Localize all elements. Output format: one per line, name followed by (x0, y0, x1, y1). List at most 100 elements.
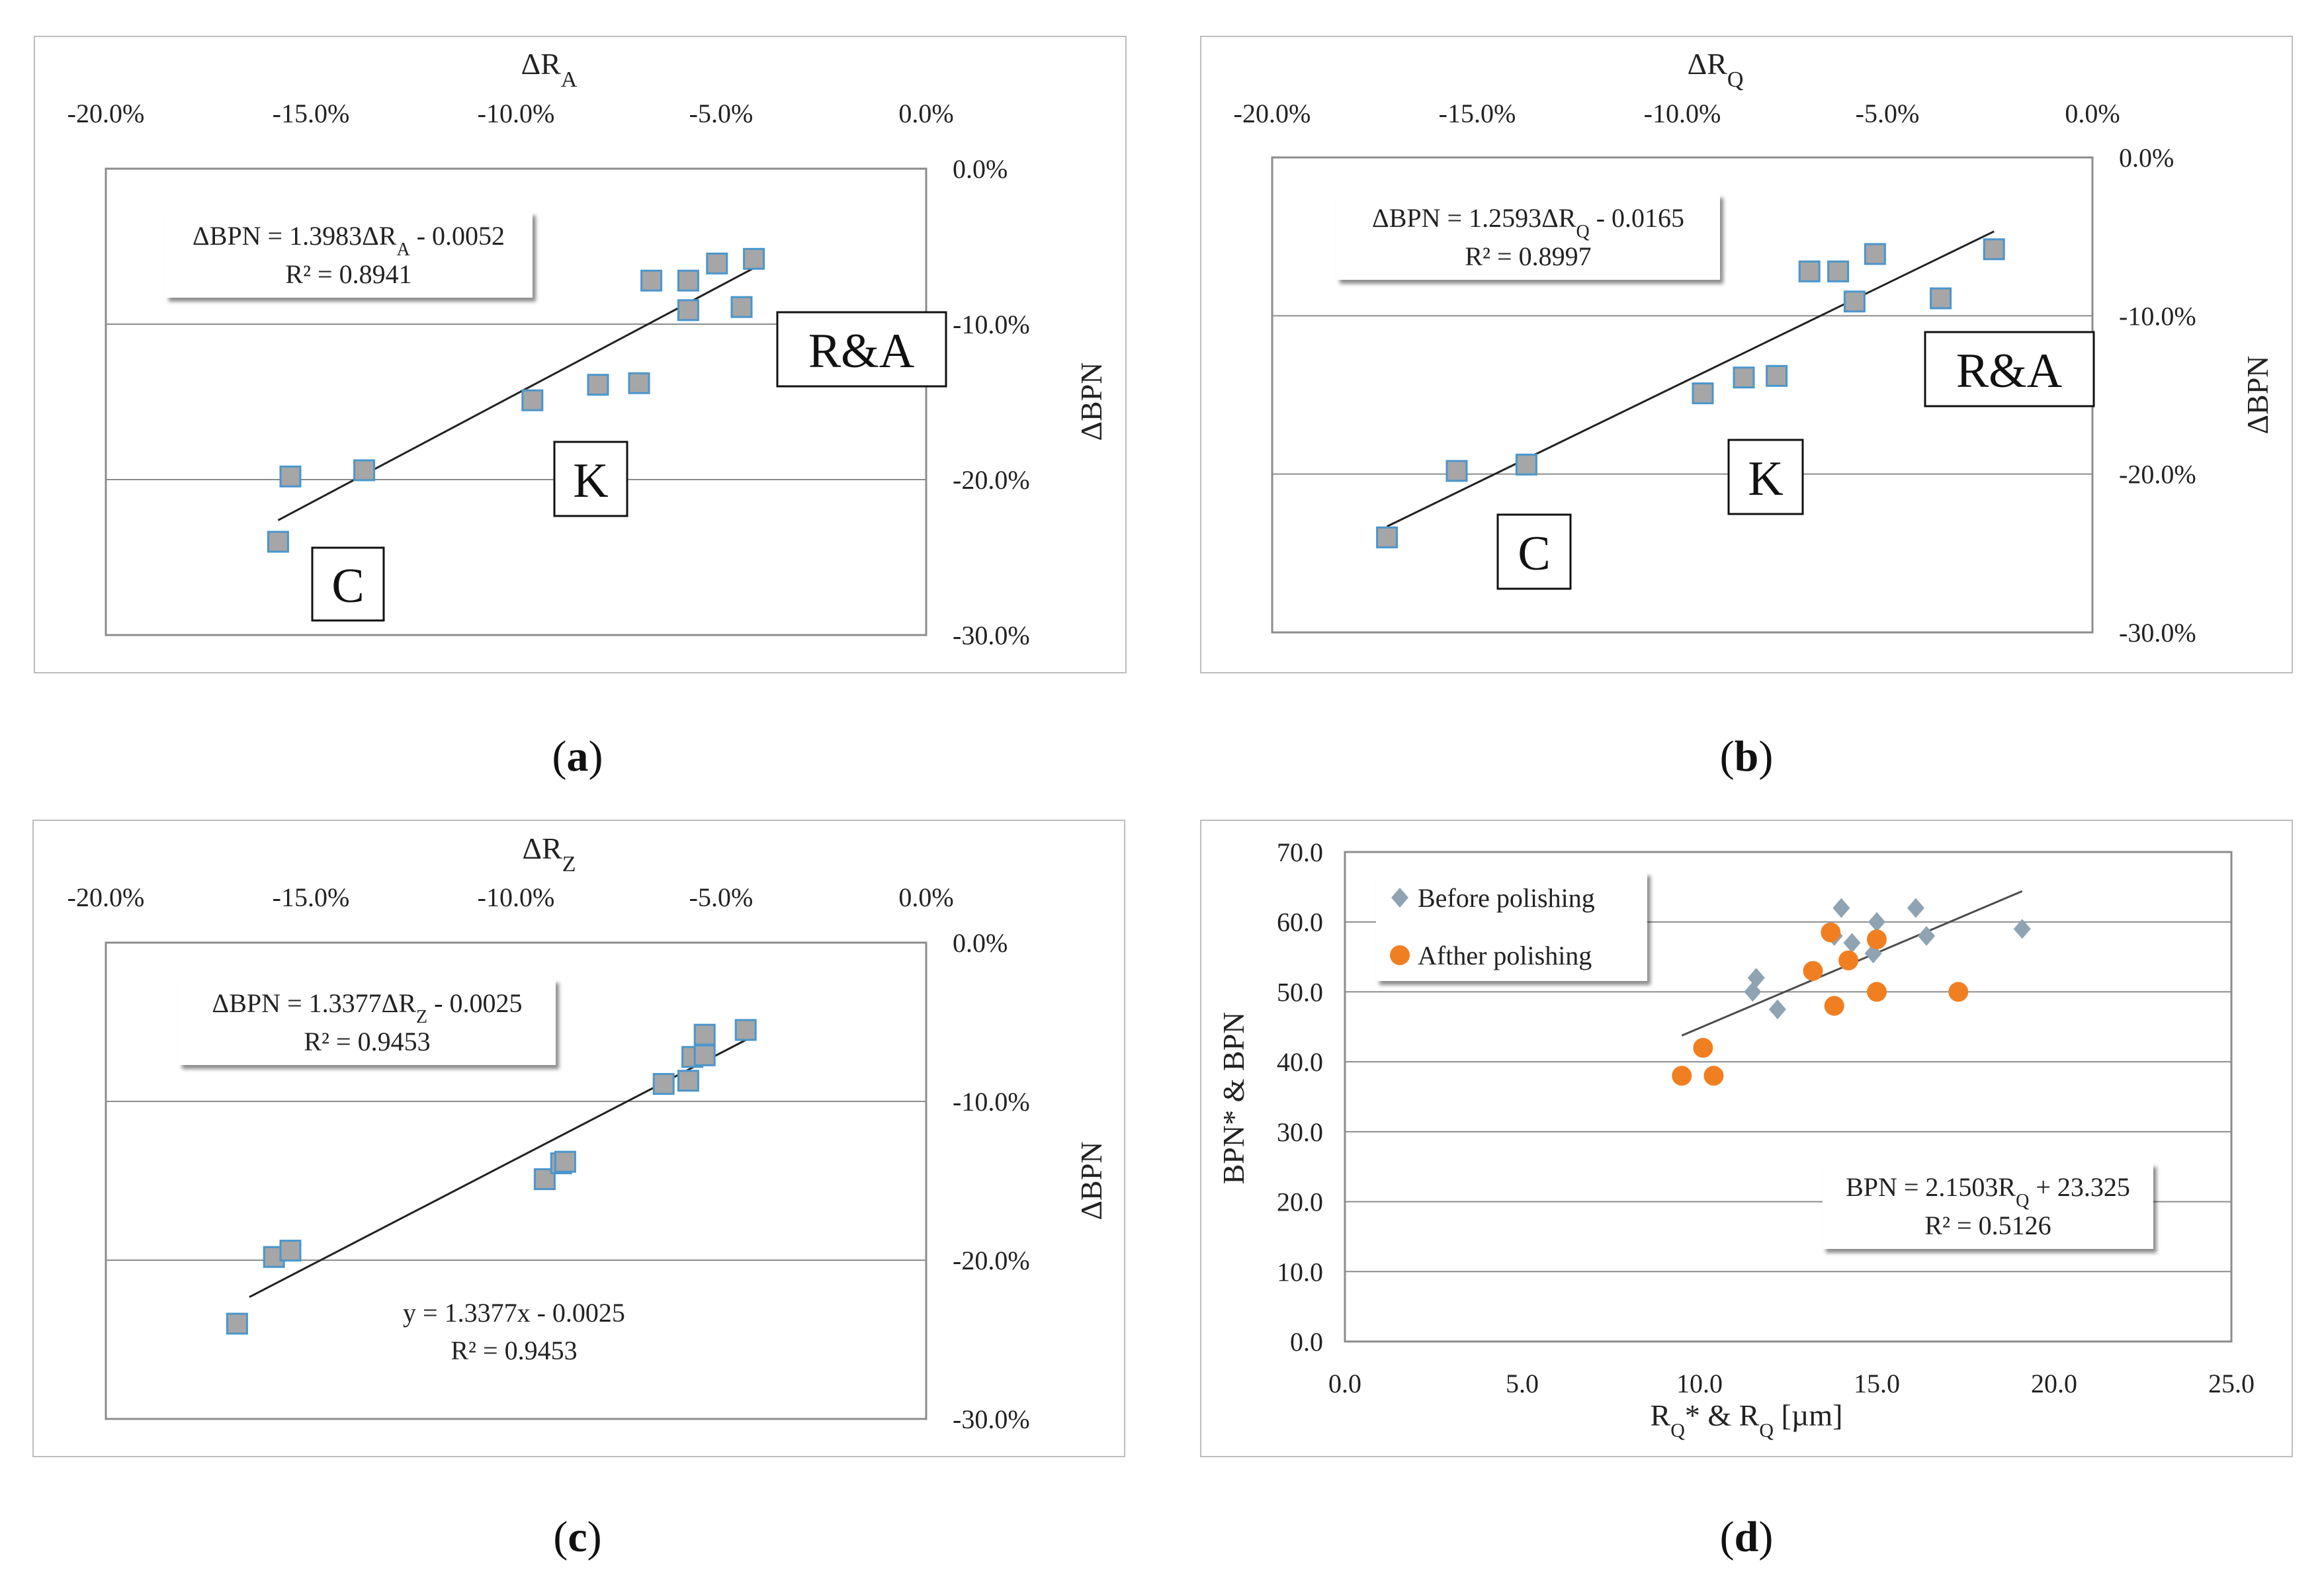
x-tick-label: -5.0% (1856, 99, 1920, 128)
data-point-after (1672, 1066, 1692, 1086)
data-point (1445, 460, 1468, 482)
region-box-k (553, 441, 628, 517)
y-tick-label: -10.0% (953, 1087, 1030, 1117)
data-point (1864, 243, 1886, 265)
equation-box (1823, 1163, 2153, 1249)
data-points (1672, 898, 2031, 1086)
panel-b: ΔRQ -20.0% -15.0% -10.0% -5.0% 0.0% 0.0%… (1200, 36, 2293, 673)
x-tick-label: -15.0% (1439, 99, 1516, 128)
data-point (652, 1073, 675, 1095)
equation-text: ΔBPN = 1.3983ΔRA - 0.0052 (193, 221, 505, 260)
y-axis-title: ΔBPN (2241, 355, 2274, 434)
x-tick-label: -15.0% (273, 99, 350, 128)
y-tick-label: 50.0 (1277, 977, 1323, 1007)
data-point (267, 531, 289, 553)
x-tick-label: 25.0 (2208, 1369, 2255, 1398)
x-axis-title: ΔRA (521, 47, 578, 92)
region-label-k: K (1748, 452, 1783, 506)
x-tick-label: 5.0 (1506, 1369, 1539, 1398)
equation-box (165, 212, 533, 298)
panel-label-c: (c) (553, 1513, 601, 1561)
r-squared-text: R² = 0.5126 (1924, 1211, 2051, 1240)
data-point (640, 269, 663, 292)
data-point (677, 1070, 699, 1092)
data-point (226, 1312, 248, 1335)
data-point (1515, 453, 1537, 476)
legend: Before polishing Afther polishing (1376, 872, 1647, 981)
data-point (734, 1019, 757, 1041)
data-point (279, 1240, 302, 1262)
x-tick-label: 15.0 (1854, 1369, 1900, 1398)
data-point (1798, 260, 1821, 282)
data-point-after (1703, 1066, 1724, 1086)
panel-c: ΔRZ -20.0% -15.0% -10.0% -5.0% 0.0% 0.0%… (32, 820, 1125, 1457)
y-tick-label: -30.0% (2119, 618, 2196, 648)
data-point-after (1867, 982, 1887, 1002)
panel-label-b: (b) (1720, 732, 1774, 781)
y-tick-label: 60.0 (1277, 908, 1323, 937)
data-point-after (1693, 1038, 1713, 1058)
data-point (677, 299, 699, 321)
y-axis-title: ΔBPN (1074, 1141, 1108, 1220)
y-tick-label: 30.0 (1277, 1117, 1323, 1147)
x-tick-label: 0.0% (898, 99, 953, 128)
region-label-c: C (331, 559, 364, 613)
data-point (730, 296, 753, 318)
x-tick-label: 0.0% (2065, 99, 2120, 128)
data-point-after (1838, 950, 1859, 970)
chart-frame (34, 36, 1127, 673)
x-tick-labels: -20.0% -15.0% -10.0% -5.0% 0.0% (67, 99, 954, 128)
r-squared-text: R² = 0.8997 (1465, 241, 1591, 271)
x-axis-title: ΔRZ (522, 832, 576, 876)
data-point (279, 465, 302, 488)
region-label-ra: R&A (1956, 344, 2062, 398)
legend-marker-before (1391, 888, 1408, 908)
data-point (743, 247, 765, 270)
data-point (1376, 526, 1399, 548)
data-point-after (1824, 996, 1844, 1016)
x-tick-label: -15.0% (273, 882, 350, 912)
y-tick-labels: 0.0% -10.0% -20.0% -30.0% (953, 928, 1030, 1434)
chart-frame (32, 820, 1125, 1457)
x-tick-labels: -20.0% -15.0% -10.0% -5.0% 0.0% (67, 882, 954, 912)
r-squared-text-2: R² = 0.9453 (451, 1336, 577, 1365)
data-point (1692, 382, 1714, 405)
data-point (693, 1023, 716, 1046)
region-box-c (1496, 513, 1572, 590)
panel-d: 70.0 60.0 50.0 40.0 30.0 20.0 10.0 0.0 0… (1200, 820, 2293, 1457)
x-tick-label: -20.0% (67, 99, 145, 128)
y-tick-label: 0.0 (1290, 1327, 1323, 1357)
legend-marker-after (1390, 945, 1410, 965)
data-point-before (1832, 898, 1850, 918)
data-point (554, 1150, 576, 1173)
data-point (1843, 290, 1866, 313)
chart-frame (1200, 820, 2293, 1457)
equation-box (179, 979, 556, 1065)
y-axis-title: BPN* & BPN (1217, 1012, 1250, 1185)
data-point (587, 374, 609, 396)
x-tick-labels: 0.0 5.0 10.0 15.0 20.0 25.0 (1328, 1369, 2255, 1398)
x-tick-label: 10.0 (1676, 1369, 1723, 1398)
data-point (1827, 260, 1850, 282)
y-tick-label: -30.0% (953, 1404, 1030, 1434)
y-tick-label: -30.0% (953, 620, 1030, 650)
data-point-before (1843, 933, 1861, 953)
data-point (628, 372, 650, 394)
region-box-ra (776, 311, 947, 388)
y-tick-labels: 0.0% -10.0% -20.0% -30.0% (2119, 143, 2196, 648)
x-axis-title: ΔRQ (1688, 47, 1744, 92)
equation-text: BPN = 2.1503RQ + 23.325 (1846, 1172, 2130, 1211)
x-axis-title: RQ* & RQ [µm] (1651, 1398, 1843, 1441)
y-tick-label: 70.0 (1277, 837, 1323, 867)
y-tick-label: -10.0% (953, 310, 1030, 339)
x-tick-label: -10.0% (478, 99, 555, 128)
r-squared-text: R² = 0.8941 (285, 259, 411, 289)
y-tick-label: -10.0% (2119, 301, 2196, 331)
data-point (1983, 238, 2005, 261)
region-label-ra: R&A (808, 324, 914, 378)
legend-label-before: Before polishing (1418, 883, 1595, 913)
data-point-before (1918, 925, 1936, 946)
chart-frame (1200, 36, 2293, 673)
y-tick-labels: 70.0 60.0 50.0 40.0 30.0 20.0 10.0 0.0 (1277, 837, 1323, 1357)
